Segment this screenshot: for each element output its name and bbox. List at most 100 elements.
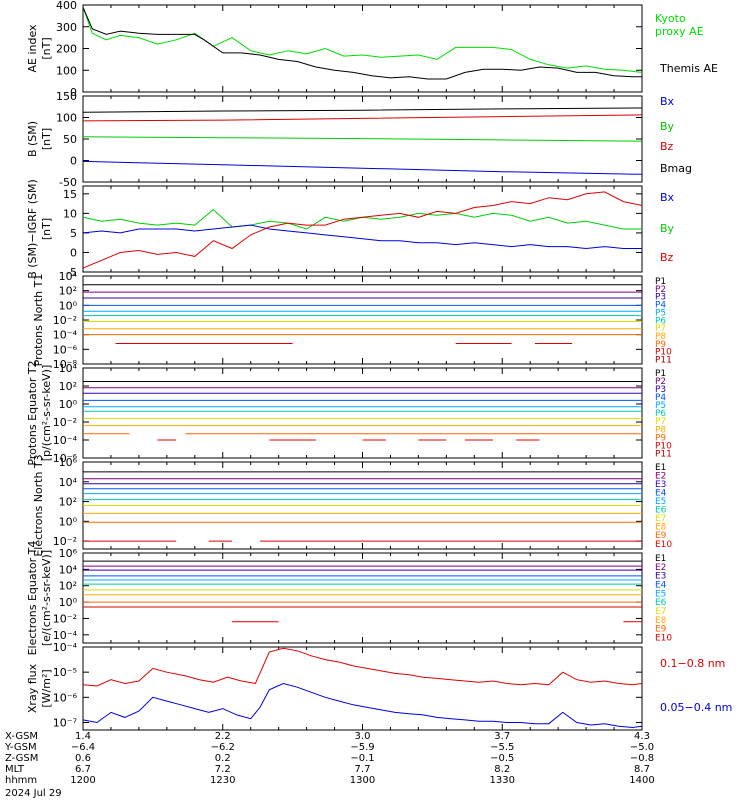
y-tick-label: 50	[63, 133, 77, 146]
panel-2: 150 100 50 0 -50 B (SM) [nT] Bx By Bz Bmag	[26, 90, 692, 189]
legend-label: E7	[655, 607, 666, 617]
y-tick-label: 10⁻⁶	[53, 452, 78, 465]
y-tick-label: 10²	[59, 380, 77, 393]
legend-label: Bx	[660, 95, 675, 108]
y-tick-label: 10⁴	[59, 563, 78, 576]
y-tick-label: 10⁻²	[53, 612, 77, 625]
y-tick-label: 10²	[59, 496, 77, 509]
y-tick-label: 10⁶	[59, 547, 78, 560]
legend-label: By	[660, 222, 675, 235]
legend-label: P11	[655, 356, 672, 366]
y-tick-label: 10²	[59, 580, 77, 593]
legend-label: Bmag	[660, 162, 692, 175]
legend-label: E3	[655, 480, 666, 490]
legend-label: E8	[655, 523, 667, 533]
x-axis-annotation: X-GSM 1.4 2.2 3.0 3.7 4.3 Y-GSM −6.4 −6.2 −5.9 −5.…	[4, 731, 655, 799]
y-axis-unit: [nT]	[40, 218, 53, 240]
y-tick-label: 10²	[59, 285, 77, 298]
y-tick-label: 10⁻⁴	[53, 641, 78, 654]
y-tick-label: 10⁻⁴	[53, 329, 78, 342]
x-row-value: 1330	[490, 775, 515, 786]
y-axis-label: Xray flux	[26, 663, 39, 713]
y-tick-label: 10⁰	[59, 398, 78, 411]
y-axis-unit: [nT]	[40, 37, 53, 59]
y-tick-label: 10⁶	[59, 456, 78, 469]
legend-label: P2	[655, 285, 666, 295]
legend-label: E6	[655, 598, 667, 608]
series-line-0-05-0-4-nm	[82, 682, 643, 729]
y-axis-label: Electrons Equator T4	[26, 541, 39, 656]
y-tick-label: 10⁴	[59, 270, 78, 283]
legend-label: E9	[655, 531, 667, 541]
y-axis-label: B (SM)	[26, 121, 39, 157]
x-row-value: 1.4	[75, 731, 91, 742]
y-tick-label: 10⁻⁶	[53, 691, 78, 704]
y-axis-unit: [p/(cm²-s-sr-keV)]	[40, 365, 53, 462]
y-tick-label: 10⁻⁴	[53, 629, 78, 642]
x-row-value: 6.7	[75, 764, 91, 775]
y-axis-unit: [W/m²]	[40, 669, 53, 707]
legend-label: P7	[655, 417, 666, 427]
y-axis-label: Protons North T1	[32, 274, 45, 367]
y-tick-label: 5	[70, 227, 77, 240]
y-tick-label: 10⁻⁴	[53, 434, 78, 447]
legend-label: E4	[655, 580, 667, 590]
legend-label: P4	[655, 393, 666, 403]
x-row-value: −6.2	[211, 742, 235, 753]
legend-label: Bz	[660, 251, 674, 264]
y-axis-label: AE index	[26, 24, 39, 73]
x-row-value: −5.0	[630, 742, 654, 753]
x-row-value: −0.5	[490, 753, 514, 764]
series-line-bmag	[82, 107, 643, 113]
legend-label: P11	[655, 449, 672, 459]
legend-label: E1	[655, 463, 666, 473]
y-tick-label: 0	[70, 246, 77, 259]
y-axis-label: B (SM)−IGRF (SM)	[26, 179, 39, 279]
panel-7: 10⁶ 10⁴ 10² 10⁰ 10⁻² 10⁻⁴ Electrons Equator T4…	[26, 541, 672, 656]
legend-label: E3	[655, 572, 666, 582]
legend-label: E7	[655, 514, 666, 524]
series-line-by	[82, 208, 642, 230]
legend-label: By	[660, 120, 675, 133]
y-axis-unit: [e/(cm²-s-sr-keV)]	[40, 550, 53, 646]
legend-label: Bz	[660, 140, 674, 153]
y-tick-label: 0	[70, 155, 77, 168]
legend-label: E6	[655, 506, 667, 516]
legend-label: E10	[655, 540, 672, 550]
legend-label: P5	[655, 401, 666, 411]
y-tick-label: -5	[66, 266, 77, 279]
y-tick-label: 10⁴	[59, 362, 78, 375]
y-tick-label: -50	[59, 176, 77, 189]
legend-label: P3	[655, 385, 666, 395]
x-row-value: 1300	[350, 775, 375, 786]
series-line-themis-ae	[82, 7, 642, 80]
legend-label: E4	[655, 489, 667, 499]
series-line-bx	[82, 224, 642, 250]
legend-label: P1	[655, 277, 666, 287]
x-row-value: −0.8	[630, 753, 654, 764]
series-line-bz	[82, 191, 643, 269]
legend-label: P9	[655, 340, 666, 350]
series-line-bz	[82, 114, 643, 122]
legend-label: P5	[655, 308, 666, 318]
y-tick-label: 10⁻⁶	[53, 343, 78, 356]
legend-label: P2	[655, 377, 666, 387]
y-tick-label: 10⁰	[59, 596, 78, 609]
x-row-value: −5.9	[350, 742, 374, 753]
x-row-value: 0.6	[75, 753, 91, 764]
x-row-value: 7.2	[215, 764, 231, 775]
x-row-value: 3.0	[355, 731, 371, 742]
plot-frame	[82, 275, 643, 365]
x-row-label: MLT	[5, 764, 25, 775]
plot-frame	[82, 4, 643, 93]
y-axis-label: Electrons North T3	[32, 454, 45, 556]
legend-label: E9	[655, 625, 667, 635]
y-tick-label: 10⁻⁸	[53, 358, 78, 371]
y-tick-label: 400	[56, 0, 77, 12]
x-row-value: −6.4	[71, 742, 95, 753]
x-row-value: 1230	[210, 775, 235, 786]
panel-3: 15 10 5 0 -5 B (SM)−IGRF (SM) [nT] Bx By Bz	[26, 179, 675, 279]
x-row-label: X-GSM	[5, 731, 38, 742]
y-tick-label: 15	[63, 188, 77, 201]
